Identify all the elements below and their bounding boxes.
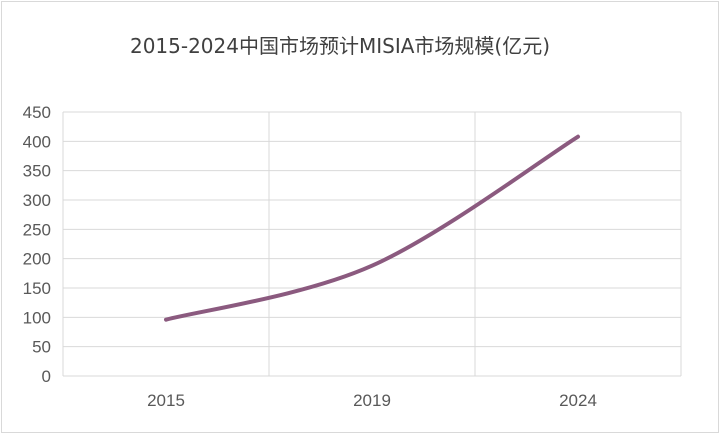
y-tick-label: 450 — [23, 103, 51, 122]
chart-title: 2015-2024中国市场预计MISIA市场规模(亿元) — [129, 34, 551, 58]
y-tick-label: 400 — [23, 132, 51, 151]
y-tick-label: 150 — [23, 279, 51, 298]
y-tick-label: 50 — [32, 338, 51, 357]
x-tick-label: 2015 — [147, 391, 185, 410]
series-layer — [164, 134, 580, 322]
y-tick-label: 200 — [23, 250, 51, 269]
grid-lines — [62, 111, 682, 377]
x-axis-ticks: 2015 2019 2024 — [147, 391, 597, 410]
x-tick-label: 2024 — [559, 391, 597, 410]
y-tick-label: 0 — [42, 367, 51, 386]
y-axis-ticks: 0 50 100 150 200 250 300 350 400 450 — [23, 103, 51, 386]
y-tick-label: 100 — [23, 308, 51, 327]
series-line — [164, 134, 580, 322]
y-tick-label: 300 — [23, 191, 51, 210]
x-tick-label: 2019 — [353, 391, 391, 410]
y-tick-label: 250 — [23, 220, 51, 239]
y-tick-label: 350 — [23, 162, 51, 181]
chart-frame — [1, 1, 719, 433]
